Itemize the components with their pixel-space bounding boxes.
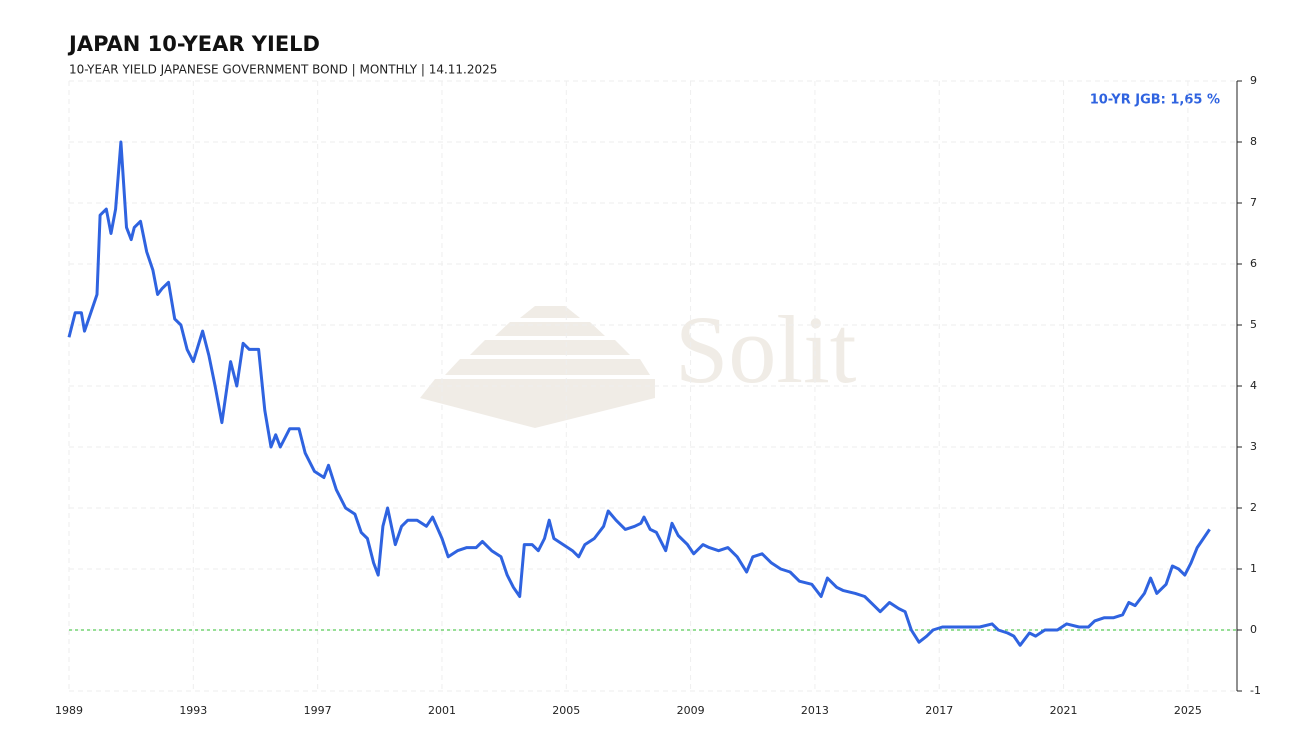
y-tick-label: 5 (1250, 318, 1257, 331)
chart-title: JAPAN 10-YEAR YIELD (67, 32, 320, 56)
y-tick-label: 4 (1250, 379, 1257, 392)
x-tick-label: 2013 (801, 704, 829, 717)
x-tick-label: 1993 (179, 704, 207, 717)
x-tick-label: 2009 (677, 704, 705, 717)
x-tick-label: 2005 (552, 704, 580, 717)
y-tick-label: 0 (1250, 623, 1257, 636)
x-tick-label: 2017 (925, 704, 953, 717)
watermark-logo (420, 306, 655, 428)
x-tick-label: 2001 (428, 704, 456, 717)
line (67, 140, 1211, 647)
y-tick-label: 9 (1250, 74, 1257, 87)
x-tick-label: 2021 (1050, 704, 1078, 717)
y-tick-label: -1 (1250, 684, 1261, 697)
watermark: Solit (675, 296, 857, 403)
y-tick-label: 1 (1250, 562, 1257, 575)
y-tick-label: 3 (1250, 440, 1257, 453)
y-tick-label: 8 (1250, 135, 1257, 148)
annotation: 10-YR JGB: 1,65 % (1090, 93, 1220, 108)
x-tick-label: 1997 (304, 704, 332, 717)
x-tick-label: 1989 (55, 704, 83, 717)
y-tick-label: 7 (1250, 196, 1257, 209)
x-tick-label: 2025 (1174, 704, 1202, 717)
y-tick-label: 2 (1250, 501, 1257, 514)
y-tick-label: 6 (1250, 257, 1257, 270)
chart-subtitle: 10-YEAR YIELD JAPANESE GOVERNMENT BOND |… (69, 63, 497, 77)
